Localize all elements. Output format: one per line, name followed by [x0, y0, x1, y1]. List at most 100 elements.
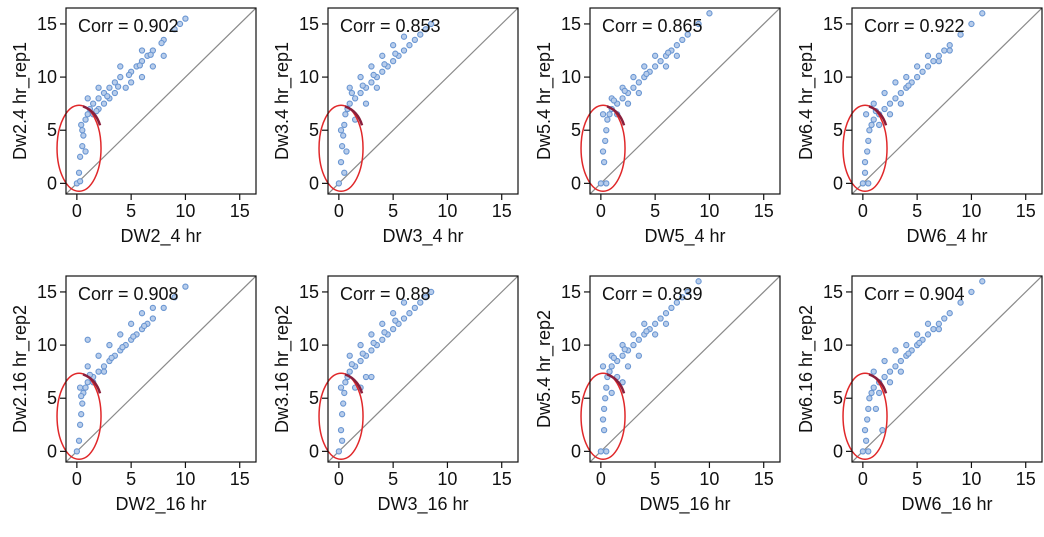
y-tick-label: 5 [47, 120, 57, 140]
scatter-panel: 0 5 10 15 0 5 10 15 Corr = 0.839 DW5_16 hr Dw5.4 h… [524, 268, 786, 536]
x-tick-label: 5 [912, 469, 922, 489]
scatter-point [662, 63, 670, 70]
scatter-point [597, 180, 605, 187]
y-axis-label: Dw6.4 hr_rep1 [796, 42, 817, 160]
x-axis-label: DW5_16 hr [639, 494, 730, 515]
x-tick-label: 5 [912, 201, 922, 221]
scatter-point [149, 315, 157, 322]
scatter-point [924, 52, 932, 59]
plot-frame [327, 275, 519, 463]
identity-line [590, 8, 780, 194]
scatter-point [80, 132, 87, 139]
scatter-point [75, 169, 83, 176]
scatter-point [182, 15, 189, 22]
scatter-point [597, 448, 605, 455]
scatter-point [93, 107, 100, 115]
x-axis-label: DW2_16 hr [115, 494, 206, 515]
scatter-plot-svg: 0 5 10 15 0 5 10 15 Corr = 0.839 DW5_16 hr Dw5.4 h… [534, 275, 781, 515]
scatter-panel: 0 5 10 15 0 5 10 15 Corr = 0.88 DW3_16 hr Dw3.16 h… [262, 268, 524, 536]
scatter-point [106, 84, 113, 91]
scatter-point [886, 100, 894, 107]
highlight-ellipse-arc [868, 373, 888, 394]
scatter-point [392, 50, 399, 57]
y-tick-label: 10 [823, 335, 843, 355]
x-tick-label: 10 [961, 201, 981, 221]
scatter-point [610, 354, 618, 361]
scatter-point [73, 448, 81, 455]
scatter-point [600, 405, 608, 413]
scatter-point [603, 180, 610, 187]
scatter-point [422, 294, 429, 301]
scatter-point [861, 169, 869, 176]
scatter-point [695, 20, 702, 28]
scatter-point [78, 411, 85, 418]
scatter-point [875, 121, 883, 129]
scatter-point [341, 169, 348, 176]
scatter-point [606, 111, 613, 118]
scatter-point [111, 89, 119, 97]
scatter-point [125, 71, 133, 79]
y-axis-label: Dw3.4 hr_rep1 [272, 42, 293, 160]
scatter-point [946, 47, 953, 54]
scatter-point [610, 97, 618, 104]
scatter-point [602, 137, 609, 145]
scatter-point [78, 392, 85, 400]
y-tick-label: 15 [823, 282, 843, 302]
y-tick-label: 0 [833, 441, 843, 461]
scatter-point [924, 320, 932, 327]
scatter-plot-svg: 0 5 10 15 0 5 10 15 Corr = 0.908 DW2_16 hr Dw2.16 … [10, 275, 257, 515]
scatter-point [176, 20, 184, 28]
scatter-point [641, 63, 648, 70]
scatter-point [149, 304, 157, 312]
scatter-panel: 0 5 10 15 0 5 10 15 Corr = 0.902 DW2_4 hr Dw2.4 hr… [0, 0, 262, 268]
highlight-ellipse [842, 104, 888, 193]
scatter-point [870, 116, 877, 123]
plot-frame [589, 275, 781, 463]
plot-frame [589, 7, 781, 195]
scatter-point [379, 68, 386, 75]
scatter-point [886, 368, 894, 375]
x-tick-label: 10 [437, 469, 457, 489]
scatter-point [886, 111, 894, 118]
y-axis-label: Dw5.4 hr_rep1 [534, 42, 555, 160]
scatter-point [130, 333, 137, 340]
scatter-point [662, 310, 670, 317]
scatter-point [381, 329, 388, 336]
scatter-point [346, 84, 353, 91]
scatter-point [859, 448, 867, 455]
x-tick-label: 15 [1016, 201, 1036, 221]
scatter-point [76, 384, 84, 391]
scatter-plot-svg: 0 5 10 15 0 5 10 15 Corr = 0.904 DW6_16 hr Dw6.16 … [796, 275, 1043, 515]
scatter-point [916, 339, 923, 347]
scatter-point [100, 368, 108, 375]
y-tick-label: 0 [833, 173, 843, 193]
y-tick-label: 15 [561, 282, 581, 302]
x-tick-label: 15 [754, 469, 774, 489]
scatter-point [881, 89, 888, 97]
scatter-point [343, 148, 350, 155]
highlight-ellipse-arc [82, 105, 102, 126]
scatter-point [400, 33, 408, 40]
scatter-point [76, 421, 84, 428]
y-tick-label: 5 [833, 388, 843, 408]
x-tick-label: 15 [230, 469, 250, 489]
y-tick-label: 10 [561, 335, 581, 355]
scatter-point [357, 89, 364, 97]
scatter-point [335, 448, 343, 455]
scatter-point [95, 368, 102, 375]
scatter-point [897, 100, 905, 107]
x-tick-label: 0 [72, 469, 82, 489]
scatter-point [651, 331, 659, 338]
x-tick-label: 0 [334, 201, 344, 221]
scatter-point [865, 448, 872, 455]
scatter-point [935, 57, 943, 65]
x-tick-label: 10 [699, 201, 719, 221]
scatter-point [643, 70, 650, 78]
scatter-point [79, 400, 86, 407]
scatter-point [657, 315, 664, 322]
scatter-point [108, 354, 115, 361]
x-tick-label: 10 [961, 469, 981, 489]
scatter-point [881, 357, 888, 365]
scatter-point [122, 84, 129, 91]
scatter-point [370, 71, 377, 79]
